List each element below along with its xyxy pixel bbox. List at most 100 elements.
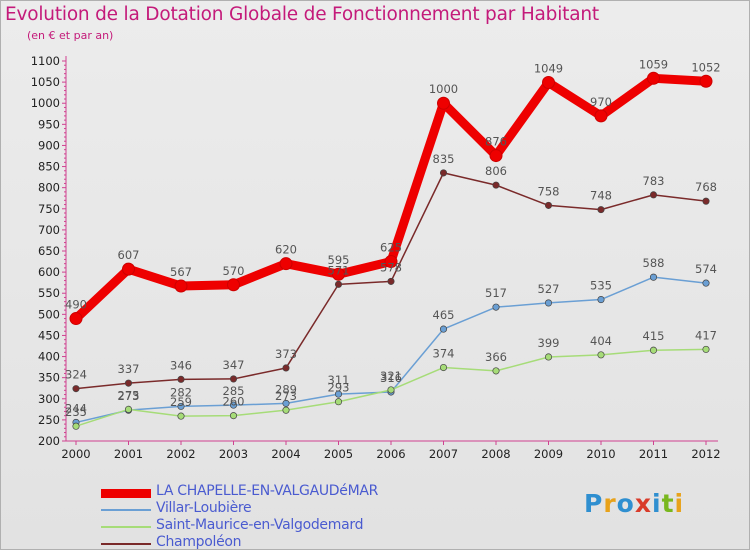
data-label: 876: [485, 135, 507, 149]
x-tick-label: 2008: [481, 447, 510, 461]
data-label: 415: [643, 329, 665, 343]
data-point: [439, 169, 448, 177]
y-tick-label: 950: [38, 117, 60, 131]
legend-label: LA CHAPELLE-EN-VALGAUDéMAR: [156, 483, 379, 499]
data-point: [439, 363, 448, 372]
data-point: [282, 364, 290, 372]
data-label: 289: [275, 382, 297, 396]
data-label: 571: [328, 263, 350, 277]
y-tick-label: 650: [38, 244, 60, 258]
data-point: [702, 345, 710, 353]
data-label: 373: [275, 347, 297, 361]
data-label: 285: [223, 384, 245, 398]
legend-swatch: [101, 509, 151, 511]
data-point: [177, 375, 185, 383]
x-tick-label: 2002: [166, 447, 195, 461]
data-label: 399: [538, 336, 560, 350]
data-label: 244: [65, 401, 87, 415]
y-tick-label: 850: [38, 160, 60, 174]
data-label: 535: [590, 279, 612, 293]
data-label: 275: [118, 388, 140, 402]
legend-item: LA CHAPELLE-EN-VALGAUDéMAR: [101, 483, 521, 501]
data-label: 273: [275, 389, 297, 403]
legend-item: Champoléon: [101, 534, 521, 550]
data-point: [72, 422, 80, 430]
proxiti-logo: Proxiti: [584, 489, 684, 518]
data-point: [544, 201, 553, 209]
data-point: [124, 379, 133, 387]
data-label: 1000: [429, 82, 458, 96]
data-label: 311: [328, 373, 350, 387]
data-label: 748: [590, 189, 612, 203]
logo-letter: x: [634, 489, 652, 518]
data-point: [492, 303, 500, 311]
data-label: 1059: [639, 57, 668, 71]
legend-swatch: [101, 488, 151, 498]
chart-subtitle: (en € et par an): [27, 29, 114, 42]
data-point: [702, 197, 710, 205]
data-point: [647, 71, 660, 85]
legend-label: Saint-Maurice-en-Valgodemard: [156, 517, 364, 533]
data-point: [332, 267, 345, 281]
x-tick-label: 2003: [219, 447, 248, 461]
logo-letter: P: [584, 489, 604, 518]
data-label: 347: [223, 358, 245, 372]
data-point: [124, 405, 133, 413]
data-point: [597, 296, 605, 304]
legend-item: Saint-Maurice-en-Valgodemard: [101, 517, 521, 535]
data-point: [437, 96, 450, 110]
legend-label: Champoléon: [156, 534, 242, 550]
data-label: 346: [170, 358, 192, 372]
y-tick-label: 700: [38, 223, 60, 237]
x-tick-label: 2004: [271, 447, 300, 461]
y-tick-label: 350: [38, 371, 60, 385]
data-point: [387, 386, 395, 394]
data-label: 321: [380, 369, 402, 383]
data-label: 595: [328, 253, 350, 267]
data-point: [542, 76, 555, 90]
data-label: 625: [380, 241, 402, 255]
data-label: 417: [695, 328, 717, 342]
data-label: 337: [118, 362, 140, 376]
data-label: 768: [695, 180, 717, 194]
chart-title: Evolution de la Dotation Globale de Fonc…: [5, 4, 599, 25]
data-point: [702, 279, 710, 287]
data-label: 527: [538, 282, 560, 296]
x-tick-label: 2005: [324, 447, 353, 461]
legend: LA CHAPELLE-EN-VALGAUDéMAR Villar-Loubièr…: [101, 483, 521, 550]
y-tick-label: 1050: [31, 75, 60, 89]
x-tick-label: 2009: [534, 447, 563, 461]
data-label: 316: [380, 371, 402, 385]
data-label: 273: [118, 389, 140, 403]
y-tick-label: 400: [38, 350, 60, 364]
data-label: 567: [170, 265, 192, 279]
data-point: [649, 346, 658, 354]
data-label: 758: [538, 184, 560, 198]
y-tick-label: 500: [38, 307, 60, 321]
data-point: [334, 280, 343, 288]
data-point: [334, 390, 343, 398]
data-label: 465: [433, 308, 455, 322]
y-tick-label: 250: [38, 413, 60, 427]
data-point: [174, 279, 188, 293]
data-label: 620: [275, 243, 297, 257]
data-point: [69, 312, 83, 326]
legend-swatch: [101, 526, 151, 528]
data-point: [387, 277, 395, 285]
logo-letter: i: [674, 489, 685, 518]
data-label: 282: [170, 385, 192, 399]
data-label: 574: [695, 262, 717, 276]
data-point: [229, 412, 238, 420]
legend-item: Villar-Loubière: [101, 500, 521, 518]
data-point: [649, 273, 658, 281]
data-label: 490: [65, 298, 87, 312]
y-tick-label: 750: [38, 202, 60, 216]
data-point: [282, 406, 290, 414]
data-label: 366: [485, 350, 507, 364]
x-tick-label: 2006: [376, 447, 405, 461]
data-label: 588: [643, 256, 665, 270]
y-tick-label: 800: [38, 181, 60, 195]
data-point: [282, 399, 290, 407]
data-point: [122, 262, 135, 276]
